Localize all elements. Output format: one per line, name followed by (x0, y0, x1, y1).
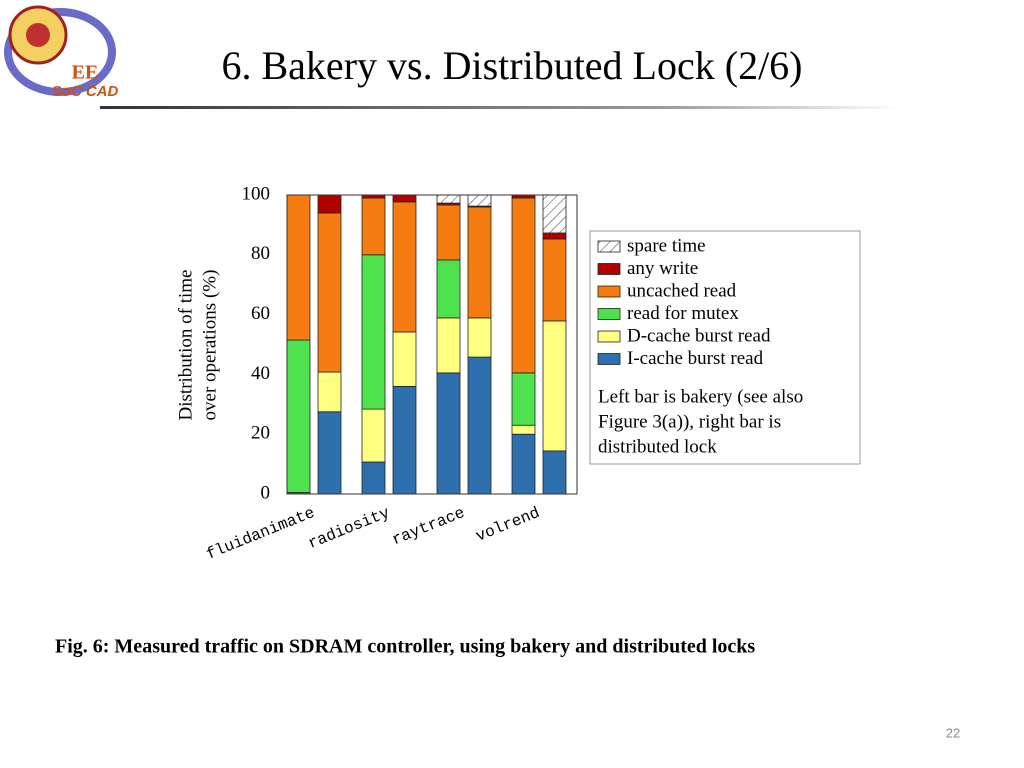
y-tick-label: 0 (261, 482, 271, 503)
bar-segment (361, 254, 386, 410)
logo: EE SoC CAD (4, 5, 119, 100)
bar-segment (542, 194, 567, 234)
bar-segment (467, 206, 492, 319)
legend-swatch (597, 330, 621, 343)
bar-segment (317, 411, 342, 495)
logo-seal-center (26, 23, 50, 47)
legend-note: Figure 3(a)), right bar is (598, 411, 781, 432)
bar-segment (436, 204, 461, 261)
bar-segment (542, 320, 567, 452)
legend-swatch (597, 353, 621, 365)
bar-segment (317, 212, 342, 373)
y-tick-label: 100 (242, 183, 271, 204)
page-number: 22 (946, 725, 960, 740)
y-tick-label: 40 (251, 363, 270, 384)
bar-segment (436, 317, 461, 374)
slide-title: 6. Bakery vs. Distributed Lock (2/6) (222, 43, 803, 88)
legend-label: uncached read (627, 280, 737, 301)
y-axis-label: Distribution of time (175, 270, 196, 421)
legend-swatch (597, 263, 621, 275)
bar-segment (511, 372, 536, 426)
legend-swatch (597, 285, 621, 298)
legend-swatch (597, 240, 621, 253)
bar-segment (392, 201, 417, 333)
x-tick-label: volrend (473, 504, 542, 546)
y-axis-label: over operations (%) (199, 270, 220, 421)
legend-label: read for mutex (627, 303, 739, 324)
title-underline (100, 106, 900, 109)
logo-bottom: SoC CAD (52, 83, 119, 100)
bar-segment (317, 194, 342, 214)
bar-segment (436, 194, 461, 204)
logo-top: EE (72, 62, 99, 84)
y-tick-label: 80 (251, 243, 270, 264)
bar-segment (467, 356, 492, 495)
bar-segment (392, 331, 417, 387)
bar-segment (542, 450, 567, 495)
bar-segment (361, 408, 386, 463)
bar-segment (436, 372, 461, 495)
bar-segment (467, 317, 492, 358)
x-tick-label: radiosity (306, 504, 393, 553)
bar-segment (286, 194, 311, 341)
bar-segment (511, 433, 536, 495)
bar-segment (361, 461, 386, 495)
bar-segment (317, 371, 342, 413)
logo-ring (4, 8, 116, 96)
legend-label: spare time (627, 235, 706, 256)
bar-segment (361, 197, 386, 256)
bar-segment (392, 194, 417, 203)
x-tick-label: raytrace (389, 504, 467, 549)
legend-label: I-cache burst read (627, 348, 764, 369)
bar-segment (511, 424, 536, 435)
caption: Fig. 6: Measured traffic on SDRAM contro… (55, 636, 755, 658)
y-tick-label: 20 (251, 423, 270, 444)
y-tick-label: 60 (251, 303, 270, 324)
bar-segment (542, 232, 567, 240)
bar-segment (511, 197, 536, 374)
legend-note: Left bar is bakery (see also (598, 386, 803, 407)
legend-box (589, 230, 861, 465)
legend-note: distributed lock (598, 436, 717, 457)
legend-label: D-cache burst read (627, 325, 771, 346)
plot-frame (286, 194, 578, 495)
bar-segment (392, 385, 417, 495)
bar-segment (467, 194, 492, 207)
legend-swatch (597, 308, 621, 320)
legend-label: any write (627, 258, 698, 279)
bar-segment (286, 339, 311, 493)
x-tick-label: fluidanimate (204, 504, 318, 564)
bar-segment (436, 259, 461, 319)
chart: 0 20 40 60 80 100 Distribution of time over ope… (175, 183, 861, 564)
bar-segment (542, 238, 567, 322)
